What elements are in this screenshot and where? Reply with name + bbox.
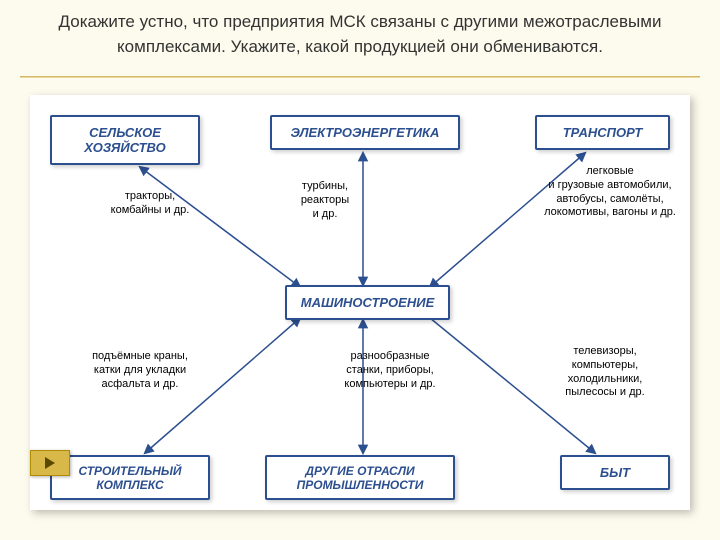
node-other-industry: ДРУГИЕ ОТРАСЛИ ПРОМЫШЛЕННОСТИ <box>265 455 455 500</box>
label-household: телевизоры,компьютеры,холодильники,пылес… <box>545 345 665 400</box>
node-transport: ТРАНСПОРТ <box>535 115 670 150</box>
play-button[interactable] <box>30 450 70 476</box>
title-underline <box>20 76 700 77</box>
node-machinery: МАШИНОСТРОЕНИЕ <box>285 285 450 320</box>
diagram-canvas: СЕЛЬСКОЕ ХОЗЯЙСТВО ЭЛЕКТРОЭНЕРГЕТИКА ТРА… <box>30 95 690 510</box>
label-construction: подъёмные краны,катки для укладкиасфальт… <box>65 350 215 391</box>
slide-title: Докажите устно, что предприятия МСК связ… <box>20 10 700 59</box>
node-agriculture: СЕЛЬСКОЕ ХОЗЯЙСТВО <box>50 115 200 165</box>
node-construction: СТРОИТЕЛЬНЫЙ КОМПЛЕКС <box>50 455 210 500</box>
node-household: БЫТ <box>560 455 670 490</box>
label-energy: турбины,реакторыи др. <box>280 180 370 221</box>
label-other: разнообразныестанки, приборы,компьютеры … <box>325 350 455 391</box>
label-transport: легковыеи грузовые автомобили,автобусы, … <box>530 165 690 220</box>
slide: { "title": "Докажите устно, что предприя… <box>0 0 720 540</box>
label-agriculture: тракторы,комбайны и др. <box>90 190 210 218</box>
node-energy: ЭЛЕКТРОЭНЕРГЕТИКА <box>270 115 460 150</box>
